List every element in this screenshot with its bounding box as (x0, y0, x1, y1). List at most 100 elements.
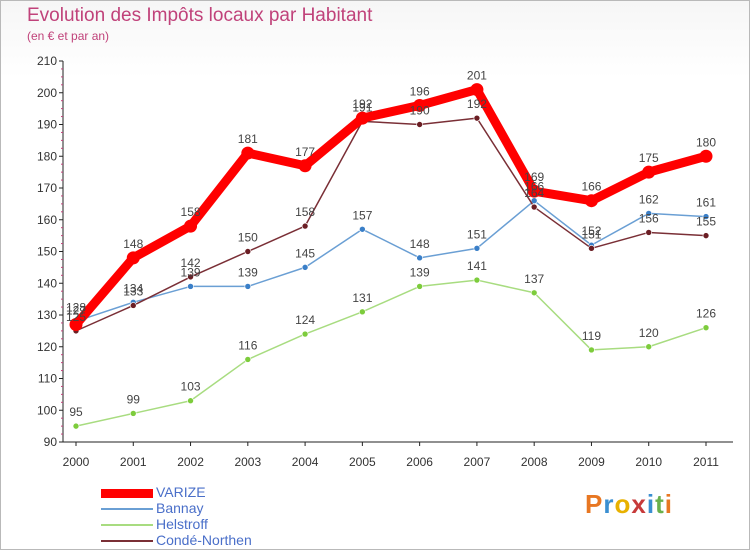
data-label-conde-northen: 125 (66, 310, 86, 324)
data-point-varize (527, 184, 541, 198)
data-label-varize: 166 (581, 180, 601, 194)
logo-letter: i (646, 489, 656, 519)
data-label-varize: 192 (352, 97, 372, 111)
data-point-helstroff (72, 422, 80, 430)
logo-letter: i (664, 489, 673, 519)
data-point-varize (69, 318, 83, 332)
data-point-conde-northen (702, 232, 710, 239)
data-point-varize (241, 146, 255, 160)
y-tick-label: 170 (37, 181, 57, 195)
y-tick-label: 190 (37, 118, 57, 132)
data-point-conde-northen (588, 245, 595, 252)
x-tick-label: 2010 (635, 455, 662, 469)
data-label-helstroff: 116 (238, 338, 257, 352)
data-point-varize (126, 251, 140, 265)
data-label-helstroff: 137 (524, 272, 544, 286)
data-label-bannay: 161 (696, 196, 716, 210)
x-tick-label: 2001 (120, 455, 147, 469)
x-tick-label: 2007 (464, 455, 491, 469)
data-point-varize (642, 165, 656, 179)
data-label-conde-northen: 133 (123, 284, 143, 298)
proxiti-logo: Proxiti (585, 489, 673, 520)
legend-label-helstroff: Helstroff (156, 516, 208, 532)
data-point-helstroff (645, 343, 653, 351)
series-line-varize (71, 85, 711, 330)
y-tick-label: 180 (37, 149, 57, 163)
data-point-varize (584, 194, 598, 208)
data-point-varize (699, 149, 713, 163)
y-tick-label: 200 (37, 86, 57, 100)
legend-label-bannay: Bannay (156, 500, 204, 516)
series-line-helstroff (75, 279, 707, 427)
data-point-varize (298, 159, 312, 173)
data-label-conde-northen: 156 (639, 211, 659, 225)
logo-letter: x (631, 489, 647, 519)
data-point-helstroff (301, 330, 309, 338)
x-tick-label: 2008 (521, 455, 548, 469)
data-label-varize: 201 (467, 69, 487, 83)
data-label-helstroff: 119 (582, 329, 601, 343)
data-point-varize (355, 111, 369, 125)
x-tick-label: 2002 (177, 455, 204, 469)
legend-label-varize: VARIZE (156, 484, 206, 500)
data-point-bannay (416, 254, 423, 262)
x-tick-label: 2006 (406, 455, 433, 469)
y-tick-label: 90 (44, 435, 58, 449)
data-label-bannay: 134 (123, 281, 143, 295)
data-label-varize: 175 (639, 151, 659, 165)
data-label-conde-northen: 192 (467, 97, 487, 111)
data-point-conde-northen (416, 121, 423, 128)
legend-swatch-conde-northen (101, 540, 153, 542)
chart-axes: 90 100 110 120 130 140 150 160 170 180 190 200 210 20… (37, 54, 733, 469)
x-tick-label: 2004 (292, 455, 319, 469)
data-label-helstroff: 124 (295, 313, 315, 327)
data-label-bannay: 157 (352, 208, 372, 222)
data-label-conde-northen: 142 (181, 256, 201, 270)
data-point-helstroff (244, 356, 252, 363)
data-point-conde-northen (645, 229, 653, 236)
data-label-bannay: 148 (410, 237, 430, 251)
data-label-varize: 196 (410, 84, 430, 98)
data-labels: 95 99 103 116 124 131 139 141 137 119 120 126 128 134… (66, 69, 716, 420)
series-lines (69, 83, 713, 430)
x-tick-label: 2000 (63, 455, 90, 469)
data-point-varize (184, 219, 198, 233)
series-line-conde-northen (75, 117, 707, 332)
data-label-helstroff: 120 (639, 326, 659, 340)
y-tick-label: 100 (37, 403, 57, 417)
data-label-bannay: 166 (524, 180, 544, 194)
data-point-conde-northen (530, 203, 538, 211)
data-label-helstroff: 126 (696, 307, 716, 321)
data-point-bannay (244, 283, 252, 290)
data-label-varize: 158 (181, 205, 201, 219)
data-label-conde-northen: 164 (524, 186, 544, 200)
data-label-bannay: 139 (238, 265, 258, 279)
logo-letter: o (614, 489, 632, 519)
legend-label-conde-northen: Condé-Northen (156, 532, 252, 548)
data-point-helstroff (530, 289, 538, 297)
logo-letter: t (655, 489, 665, 519)
y-tick-label: 160 (37, 213, 57, 227)
data-point-helstroff (473, 276, 481, 284)
chart-title: Evolution des Impôts locaux par Habitant (27, 5, 373, 26)
data-label-varize: 127 (66, 304, 86, 318)
data-point-helstroff (702, 324, 710, 332)
data-label-bannay: 151 (467, 227, 487, 241)
y-tick-label: 150 (37, 245, 57, 259)
data-label-conde-northen: 151 (581, 227, 601, 241)
data-point-bannay (359, 225, 366, 233)
y-tick-label: 140 (37, 276, 57, 290)
data-point-conde-northen (473, 114, 481, 122)
data-point-conde-northen (244, 248, 252, 255)
data-label-conde-northen: 190 (410, 104, 430, 118)
chart-subtitle: (en € et par an) (27, 29, 110, 43)
y-tick-label: 210 (37, 54, 57, 68)
data-point-bannay (530, 197, 538, 204)
legend-swatch-varize (101, 489, 153, 498)
data-label-varize: 148 (123, 237, 143, 251)
data-point-varize (470, 83, 484, 97)
data-point-bannay (645, 210, 653, 217)
x-tick-label: 2011 (693, 455, 719, 469)
data-point-helstroff (187, 397, 194, 405)
